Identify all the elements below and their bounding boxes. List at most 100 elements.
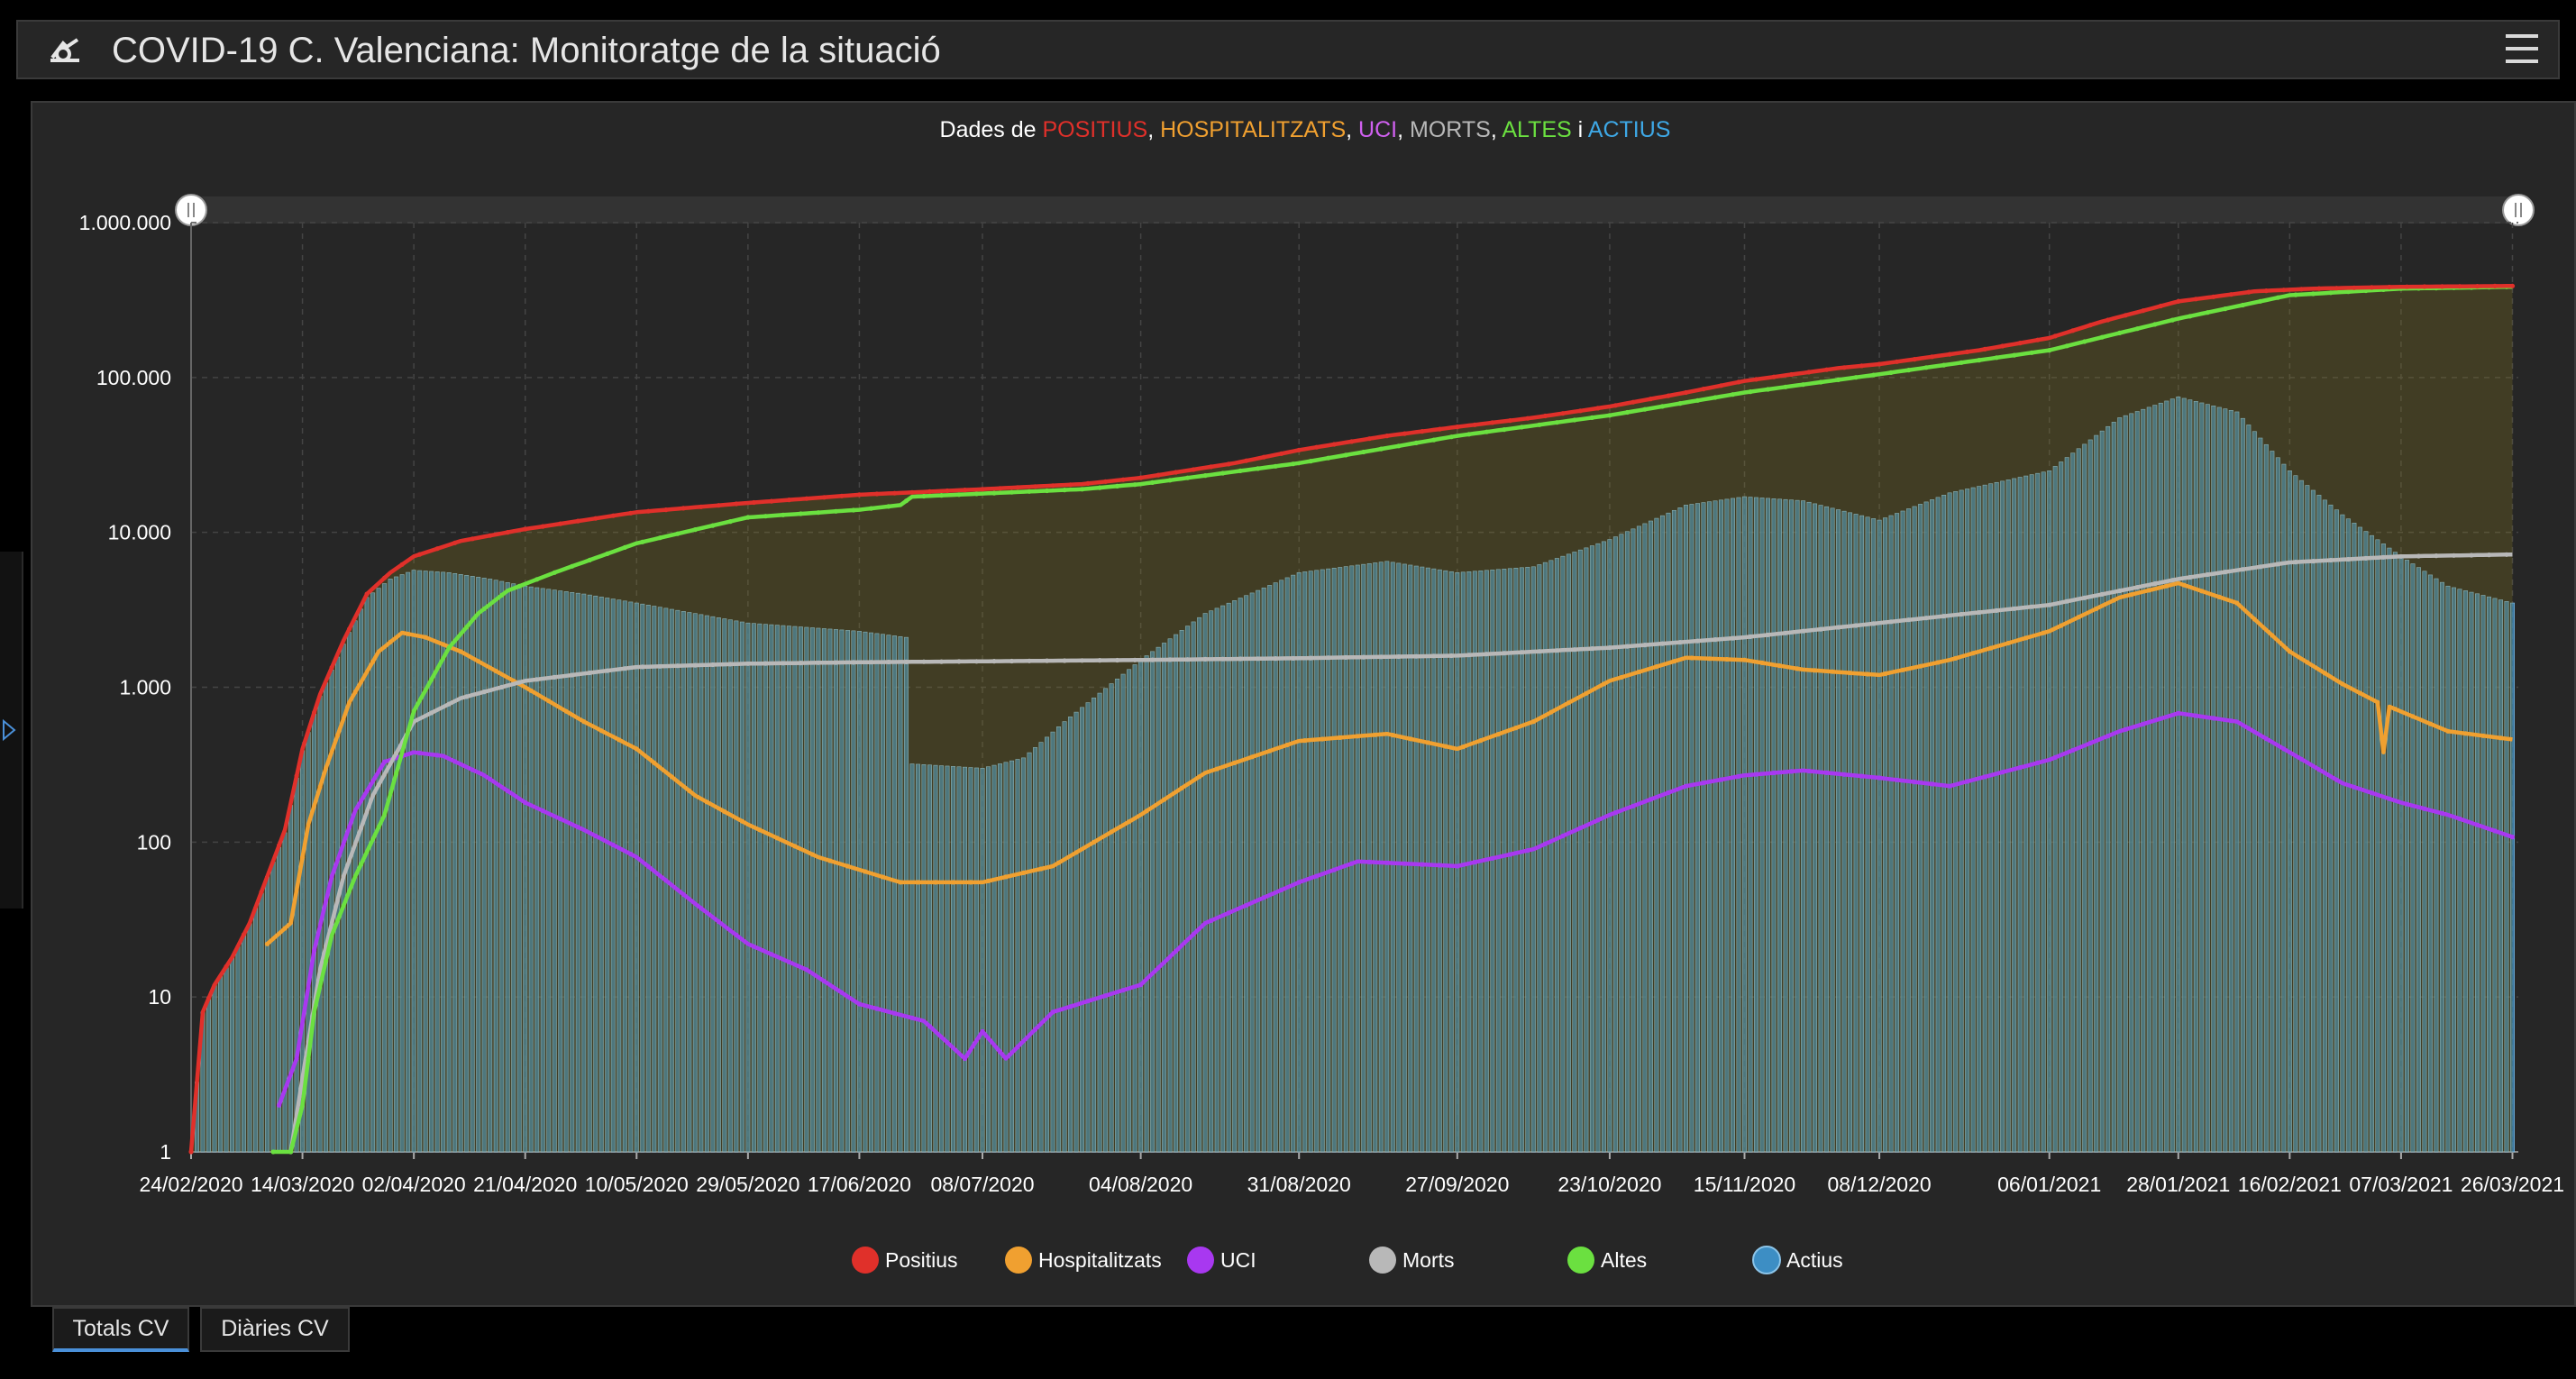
bar (1326, 568, 1331, 1153)
bar (2094, 434, 2099, 1153)
bar (2316, 495, 2322, 1153)
bar (2106, 425, 2111, 1153)
bar (399, 574, 405, 1153)
bar (1179, 630, 1184, 1153)
series-markers-positius (188, 283, 2516, 1155)
bar (1759, 498, 1765, 1153)
point (1109, 829, 1114, 835)
tab-diaries-cv[interactable]: Diàries CV (200, 1307, 350, 1352)
point (856, 492, 863, 498)
bar (915, 763, 920, 1153)
point (710, 662, 716, 668)
point (798, 661, 804, 666)
point (2240, 567, 2245, 572)
bar (1923, 501, 1929, 1153)
expand-panel-icon[interactable] (0, 712, 18, 748)
point (598, 728, 604, 734)
series-markers-hospitalitzats (264, 582, 2504, 946)
point (1097, 658, 1102, 663)
point (1314, 444, 1320, 450)
bar (1015, 759, 1020, 1153)
bar (1408, 564, 1413, 1153)
point (2123, 313, 2128, 318)
point (804, 967, 809, 973)
point (1331, 867, 1337, 872)
point (1191, 467, 1196, 472)
point (1595, 817, 1601, 823)
point (956, 659, 962, 664)
point (2258, 298, 2263, 304)
point (809, 852, 816, 857)
point (241, 932, 247, 937)
point (1619, 674, 1624, 680)
point (1548, 709, 1554, 715)
point (1977, 609, 1982, 616)
hamburger-menu-icon[interactable] (2500, 29, 2544, 70)
point (1666, 393, 1671, 398)
point (1988, 645, 1994, 651)
bar (1935, 497, 1941, 1153)
bar (1648, 520, 1653, 1153)
point (493, 668, 498, 674)
bar (540, 588, 545, 1153)
point (2410, 714, 2416, 719)
legend-item-actius: Actius (1752, 1246, 1843, 1274)
bar (2404, 560, 2409, 1153)
point (2328, 557, 2334, 563)
bar (2275, 457, 2280, 1153)
point (1736, 773, 1741, 780)
bar (1396, 562, 1402, 1153)
bar (2270, 451, 2275, 1153)
legend-label: Morts (1402, 1248, 1455, 1272)
point (1174, 948, 1179, 954)
point (1906, 617, 1912, 623)
point (2099, 334, 2105, 340)
series-line-uci (277, 711, 2514, 1107)
bar (1689, 504, 1694, 1153)
series-markers-altes (270, 284, 2509, 1155)
bar (2199, 402, 2205, 1153)
point (1156, 965, 1161, 971)
point (558, 521, 563, 526)
point (657, 535, 662, 541)
bar (2352, 523, 2357, 1153)
bar (622, 600, 627, 1153)
bar (488, 579, 493, 1153)
point (1209, 918, 1214, 923)
tab-totals-cv[interactable]: Totals CV (52, 1307, 189, 1352)
point (945, 1040, 950, 1046)
bar (2059, 461, 2064, 1153)
point (886, 659, 891, 665)
point (359, 862, 364, 867)
bar (1982, 484, 1987, 1153)
bar (2216, 406, 2222, 1153)
point (1537, 422, 1542, 427)
point (2380, 554, 2386, 560)
point (1959, 611, 1964, 617)
point (1877, 775, 1882, 781)
point (364, 591, 370, 597)
bar (2422, 571, 2427, 1153)
point (2363, 555, 2369, 561)
bar (2416, 567, 2421, 1153)
bar (1701, 502, 1706, 1153)
point (1748, 389, 1753, 395)
bar (1261, 587, 1266, 1153)
bar (938, 765, 944, 1153)
point (2111, 598, 2116, 603)
point (2228, 292, 2233, 297)
bar (1127, 669, 1132, 1153)
bar (1771, 498, 1777, 1153)
point (2223, 570, 2228, 575)
point (903, 498, 909, 504)
point (1636, 669, 1641, 675)
bar (1718, 499, 1723, 1153)
bar (2322, 499, 2327, 1153)
point (1279, 887, 1284, 893)
point (1179, 785, 1184, 791)
point (1930, 781, 1935, 787)
bar (1595, 543, 1601, 1153)
bar (921, 764, 927, 1153)
point (839, 493, 845, 498)
point (675, 531, 681, 536)
